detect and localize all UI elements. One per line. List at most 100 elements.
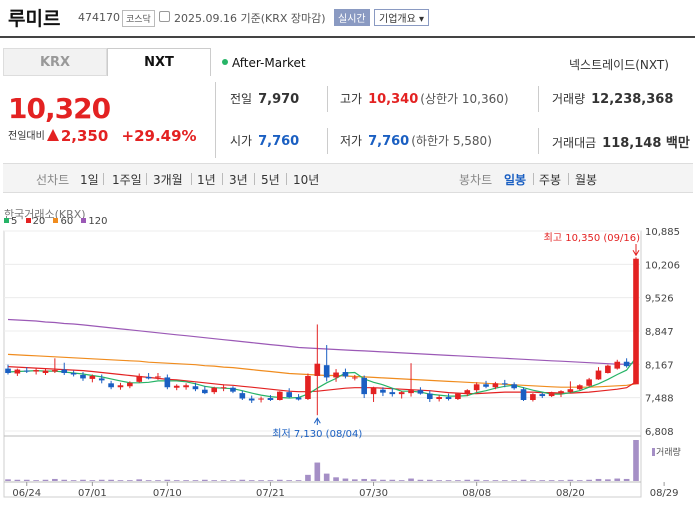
company-info-dropdown[interactable]: 기업개요 ▾	[374, 9, 429, 26]
candle-body	[436, 397, 442, 400]
ma-legend: 5 20 60 120	[4, 216, 113, 227]
volume-bar	[117, 480, 124, 481]
period-1w[interactable]: 1주일	[112, 173, 142, 187]
stock-code: 474170	[78, 11, 120, 24]
volume-bar	[248, 480, 255, 481]
x-tick-label: 07/21	[256, 488, 285, 499]
candle-body	[155, 376, 161, 378]
status-dot-icon	[222, 59, 228, 65]
stat-high: 고가 10,340 (상한가 10,360)	[340, 92, 509, 107]
period-weekly[interactable]: 주봉	[539, 173, 562, 187]
candle-body	[520, 389, 527, 400]
session-indicator: After-Market	[222, 56, 306, 70]
ma-line-ma60	[7, 353, 637, 388]
y-tick-label: 6,808	[645, 427, 674, 438]
candle-body	[98, 378, 105, 381]
tab-nxt[interactable]: NXT	[107, 48, 211, 76]
candle-body	[211, 387, 218, 393]
quote-date: 2025.09.16 기준(KRX 장마감)	[174, 12, 326, 25]
volume-bar	[605, 479, 611, 481]
divider	[538, 128, 539, 154]
volume-bar	[108, 479, 114, 481]
y-tick-label: 7,488	[645, 394, 674, 405]
period-monthly[interactable]: 월봉	[575, 173, 598, 187]
volume-bar	[370, 479, 377, 481]
volume-bar	[127, 480, 133, 481]
legend-ma20: 20	[25, 216, 45, 227]
volume-bar	[155, 480, 161, 481]
candle-body	[614, 361, 621, 369]
volume-bar	[408, 478, 414, 481]
candle-body	[89, 375, 96, 379]
candle-body	[14, 369, 21, 374]
change-label: 전일대비	[8, 131, 45, 142]
period-1y[interactable]: 1년	[197, 173, 216, 187]
candle-body	[127, 382, 133, 387]
candle-body	[623, 361, 630, 367]
nxt-link[interactable]: 넥스트레이드(NXT)	[569, 58, 669, 72]
candle-body	[408, 390, 414, 394]
candle-body	[202, 389, 208, 394]
volume-bar	[530, 480, 536, 481]
volume-bar	[70, 480, 77, 481]
stock-name: 루미르	[8, 8, 61, 30]
volume-bar	[595, 478, 602, 481]
volume-bar	[539, 480, 546, 481]
candle-body	[445, 397, 452, 400]
volume-bar	[380, 479, 386, 481]
candle-body	[192, 386, 199, 390]
volume-bar	[623, 478, 630, 481]
volume-bar	[511, 480, 517, 481]
candle-body	[295, 397, 302, 400]
candle-body	[61, 369, 68, 374]
volume-bar	[436, 480, 442, 481]
volume-bar	[286, 480, 293, 481]
period-1d[interactable]: 1일	[80, 173, 99, 187]
candle-body	[239, 393, 246, 399]
candle-body	[426, 393, 433, 400]
volume-bar	[323, 473, 330, 481]
candle-body	[117, 385, 124, 388]
period-5y[interactable]: 5년	[261, 173, 280, 187]
y-tick-label: 8,847	[645, 327, 674, 338]
volume-bar	[501, 480, 508, 481]
candle-body	[511, 384, 517, 389]
period-3y[interactable]: 3년	[229, 173, 248, 187]
change-percent: +29.49%	[121, 127, 197, 145]
candle-body	[5, 368, 11, 374]
candle-body	[539, 394, 546, 397]
candle-body	[23, 370, 30, 372]
volume-bar	[361, 478, 367, 481]
period-10y[interactable]: 10년	[293, 173, 320, 187]
legend-ma120: 120	[81, 216, 108, 227]
volume-bar	[586, 479, 592, 481]
realtime-button[interactable]: 실시간	[334, 9, 370, 26]
candle-body	[417, 390, 424, 394]
high-arrowhead	[632, 249, 640, 257]
volume-bar	[295, 480, 302, 481]
change-value: 2,350	[60, 127, 109, 145]
x-tick-label: 07/10	[153, 488, 182, 499]
x-tick-label: 07/30	[359, 488, 388, 499]
candle-body	[605, 365, 611, 374]
candle-body	[361, 377, 367, 395]
separator	[286, 173, 287, 185]
separator	[254, 173, 255, 185]
volume-bar	[398, 480, 405, 481]
period-3m[interactable]: 3개월	[153, 173, 183, 187]
candle-body	[370, 387, 377, 395]
tab-krx[interactable]: KRX	[3, 48, 107, 76]
volume-bar	[230, 480, 236, 481]
candle-body	[248, 398, 255, 401]
candle-body	[164, 377, 171, 388]
price-change: 전일대비 2,350 +29.49%	[8, 127, 197, 145]
volume-bar	[558, 480, 564, 481]
candle-body	[389, 392, 396, 395]
candle-body	[586, 379, 592, 386]
candle-body	[230, 387, 236, 392]
stat-amount: 거래대금 118,148 백만	[552, 136, 690, 151]
candle-body	[351, 377, 358, 379]
candle-body	[455, 393, 461, 400]
period-daily[interactable]: 일봉	[504, 173, 527, 187]
